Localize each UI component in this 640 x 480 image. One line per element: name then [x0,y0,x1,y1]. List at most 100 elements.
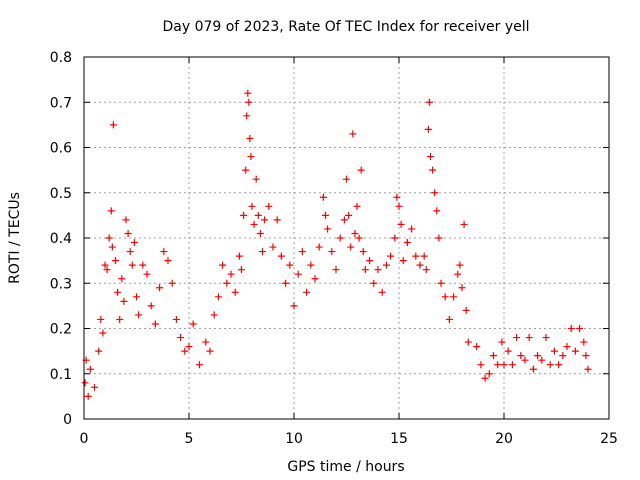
data-point [563,343,571,351]
data-point [374,266,382,274]
data-point [500,361,508,369]
data-point [424,125,432,133]
data-point [481,374,489,382]
data-point [133,293,140,301]
data-point [185,343,193,351]
data-point [223,279,231,287]
x-tick-label: 15 [390,431,408,447]
data-point [525,334,533,342]
grid-lines [84,57,609,419]
y-axis-title: ROTI / TECUs [7,192,23,284]
data-point [160,248,168,256]
data-point [84,392,92,400]
data-point [108,243,116,251]
data-point [311,275,319,283]
data-point [332,266,340,274]
y-tick-label: 0.4 [50,231,72,247]
data-point [580,338,588,346]
data-point [91,383,98,391]
data-point [542,334,550,342]
data-point [508,361,516,369]
data-point [219,261,227,269]
data-point [181,347,189,355]
data-point [361,266,369,274]
data-point [238,266,245,274]
data-point [120,297,128,305]
data-point [168,279,176,287]
data-point [240,211,248,219]
data-point [460,220,468,228]
data-point [105,234,113,242]
data-point [206,347,214,355]
data-point [250,220,258,228]
data-point [559,352,567,360]
data-point [210,311,218,319]
data-point [422,266,430,274]
y-tick-label: 0.1 [50,367,72,383]
data-point [126,248,134,256]
data-point [214,293,222,301]
data-point [366,257,374,265]
data-point [582,352,590,360]
data-point [391,234,399,242]
data-point [429,166,437,174]
data-point [124,229,132,237]
data-point [359,248,367,256]
data-point [164,257,172,265]
data-point [393,193,401,201]
data-point [114,288,122,296]
data-point [494,361,502,369]
data-point [351,229,359,237]
data-point [139,261,147,269]
data-point [370,279,378,287]
data-point [450,293,458,301]
data-point [416,261,424,269]
data-point [86,365,94,373]
data-points [81,89,592,400]
data-point [122,216,130,224]
data-point [498,338,506,346]
data-point [477,361,485,369]
data-point [290,302,298,310]
data-point [538,356,546,364]
data-point [265,202,273,210]
data-point [172,315,180,323]
data-point [403,239,411,247]
data-point [458,284,466,292]
y-tick-label: 0 [63,412,72,428]
data-point [282,279,290,287]
data-point [307,261,315,269]
x-tick-label: 20 [495,431,513,447]
data-point [425,98,433,106]
data-point [246,134,254,142]
data-point [189,320,197,328]
data-point [378,288,386,296]
data-point [513,334,521,342]
y-tick-label: 0.6 [50,141,72,157]
data-point [355,234,363,242]
data-point [286,261,294,269]
data-point [546,361,554,369]
data-point [347,243,355,251]
data-point [584,365,592,373]
data-point [456,261,464,269]
data-point [97,315,105,323]
data-point [324,225,332,233]
data-point [231,288,239,296]
data-point [273,216,281,224]
data-point [395,202,403,210]
chart-title: Day 079 of 2023, Rate Of TEC Index for r… [162,19,529,35]
data-point [382,261,390,269]
data-point [322,211,329,219]
data-point [399,257,407,265]
data-point [95,347,103,355]
data-point [143,270,151,278]
data-point [118,275,126,283]
data-point [294,270,302,278]
data-point [235,252,243,260]
data-point [247,153,255,161]
data-point [357,166,365,174]
data-point [529,365,537,373]
data-point [441,293,449,301]
axis-ticks [83,56,610,420]
